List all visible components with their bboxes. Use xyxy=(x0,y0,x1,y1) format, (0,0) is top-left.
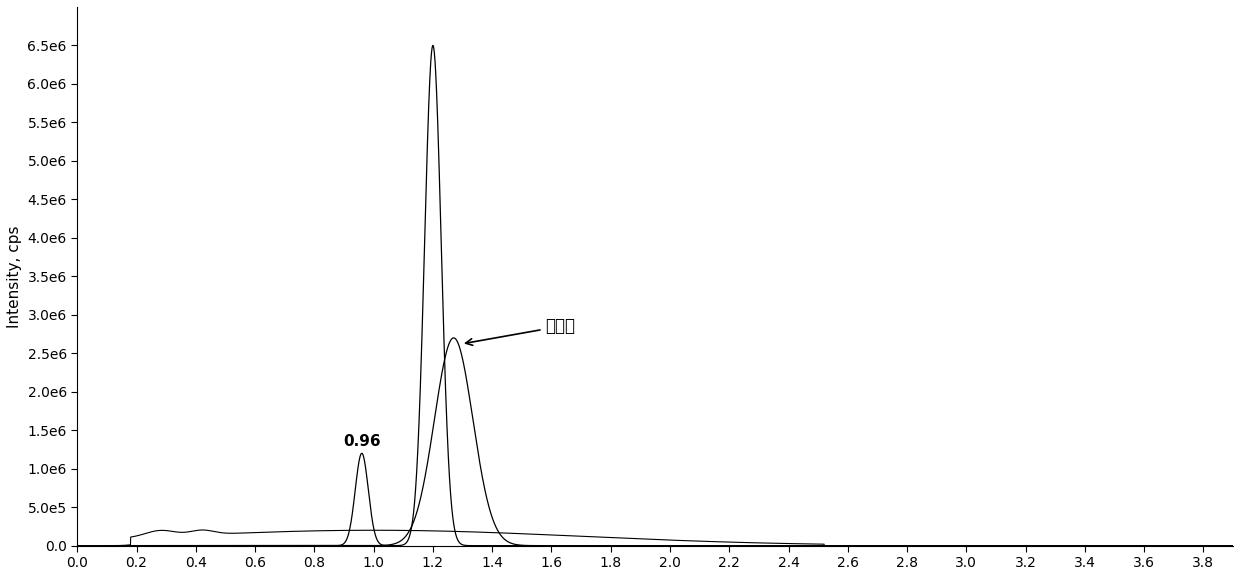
Text: 异烟肼: 异烟肼 xyxy=(466,317,575,345)
Text: 0.96: 0.96 xyxy=(343,434,381,449)
Y-axis label: Intensity, cps: Intensity, cps xyxy=(7,225,22,328)
